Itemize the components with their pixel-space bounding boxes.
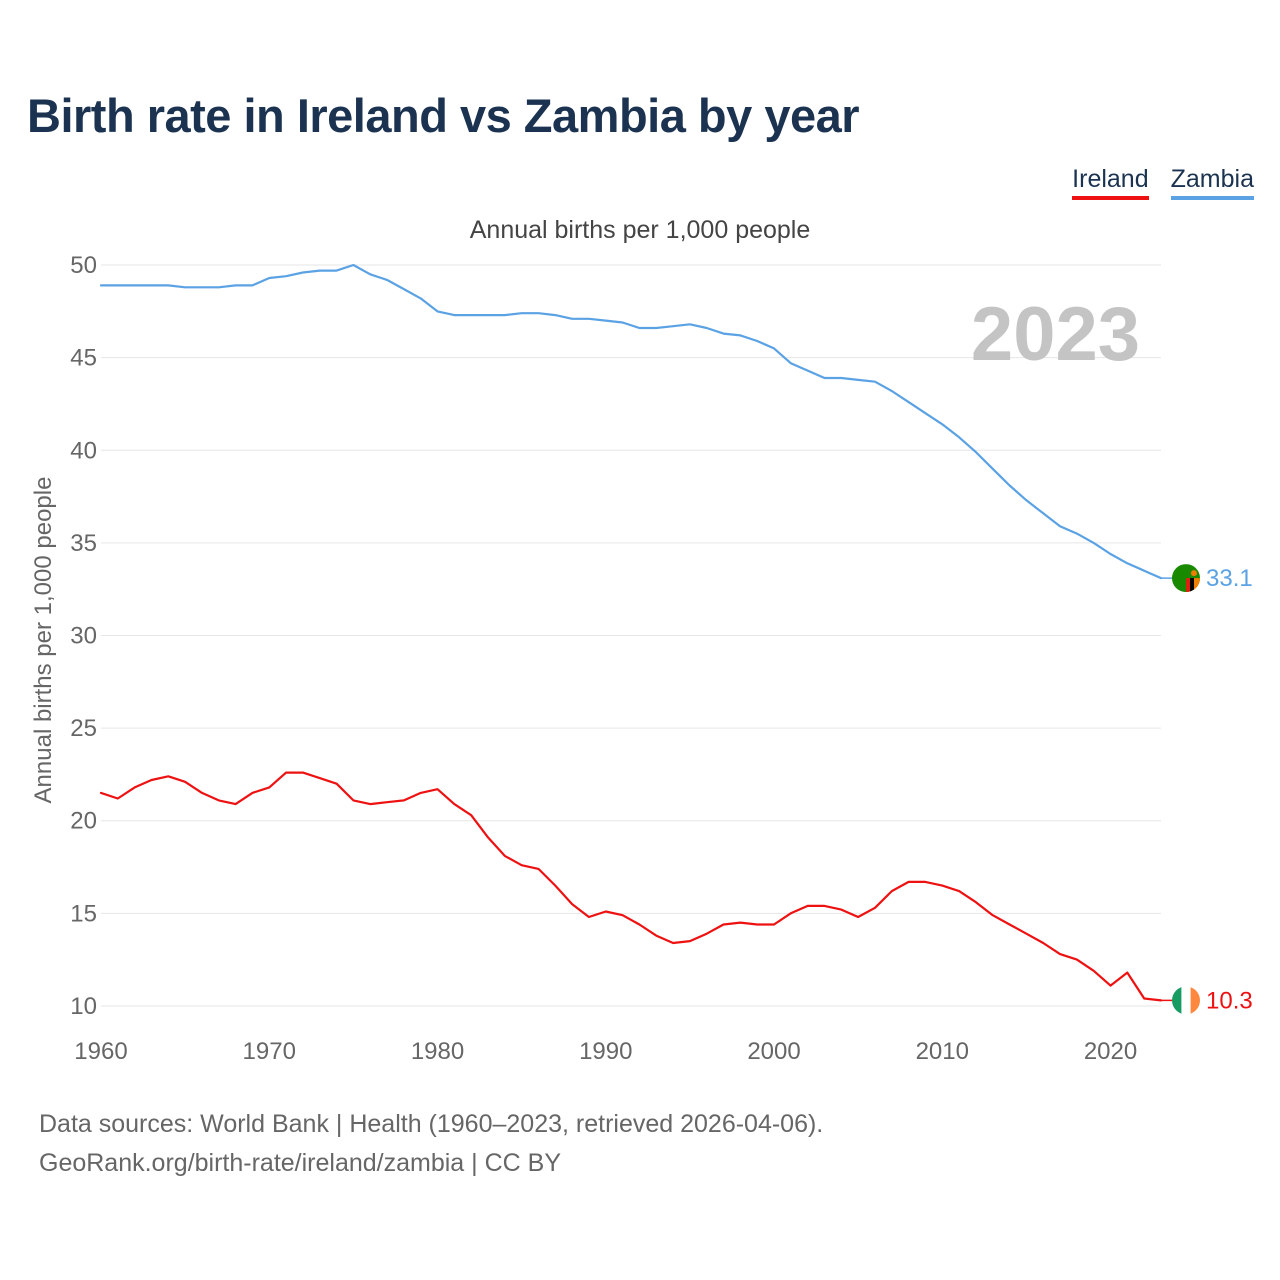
- legend-label-zambia: Zambia: [1170, 165, 1254, 193]
- x-axis-ticks: 1960 1970 1980 1990 2000 2010 2020: [74, 1038, 1137, 1065]
- x-tick-label: 1970: [243, 1038, 296, 1065]
- gridlines: [101, 264, 1161, 1007]
- y-tick-label: 20: [70, 808, 97, 835]
- y-tick-label: 35: [70, 530, 97, 557]
- legend-label-ireland: Ireland: [1072, 165, 1149, 193]
- legend-item-zambia[interactable]: Zambia: [1170, 165, 1254, 200]
- y-tick-label: 30: [70, 623, 97, 650]
- ireland-flag-icon: [1172, 986, 1200, 1015]
- data-source-text: Data sources: World Bank | Health (1960–…: [39, 1110, 824, 1138]
- footer: Data sources: World Bank | Health (1960–…: [39, 1105, 823, 1183]
- year-watermark: 2023: [971, 292, 1140, 377]
- x-tick-label: 1990: [579, 1038, 632, 1065]
- y-tick-label: 45: [70, 345, 97, 372]
- series-line-ireland[interactable]: [99, 771, 1163, 1002]
- end-value-zambia: 33.1: [1206, 565, 1253, 592]
- legend: Ireland Zambia: [1072, 165, 1254, 200]
- legend-item-ireland[interactable]: Ireland: [1072, 165, 1149, 200]
- chart-title: Birth rate in Ireland vs Zambia by year: [27, 89, 860, 142]
- x-tick-label: 2000: [747, 1038, 800, 1065]
- y-tick-label: 10: [70, 993, 97, 1020]
- y-tick-label: 40: [70, 437, 97, 464]
- x-tick-label: 1980: [411, 1038, 464, 1065]
- chart-subtitle: Annual births per 1,000 people: [469, 216, 811, 244]
- line-chart: 10 15 20 25 30 35 40 45 50 1960 1970 1980 1990 2000 2…: [30, 252, 1253, 1065]
- zambia-flag-icon: [1172, 564, 1200, 593]
- x-tick-label: 1960: [74, 1038, 127, 1065]
- series-line-zambia[interactable]: [99, 263, 1163, 580]
- y-tick-label: 25: [70, 715, 97, 742]
- y-axis-ticks: 10 15 20 25 30 35 40 45 50: [70, 252, 97, 1020]
- attribution-link[interactable]: GeoRank.org/birth-rate/ireland/zambia | …: [39, 1149, 561, 1177]
- y-tick-label: 15: [70, 900, 97, 927]
- y-axis-label: Annual births per 1,000 people: [30, 477, 57, 804]
- x-tick-label: 2020: [1084, 1038, 1137, 1065]
- end-value-ireland: 10.3: [1206, 987, 1253, 1014]
- x-tick-label: 2010: [916, 1038, 969, 1065]
- y-tick-label: 50: [70, 252, 97, 279]
